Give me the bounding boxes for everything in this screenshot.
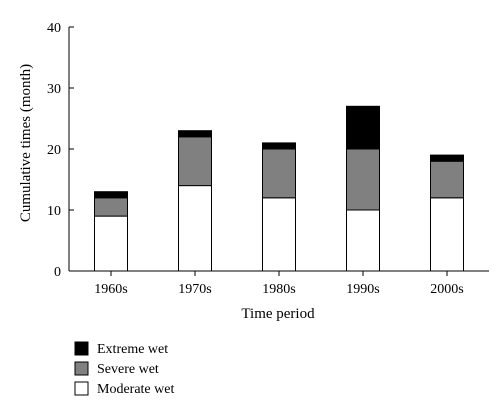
plot-area xyxy=(94,105,464,272)
bar-segment-moderate-wet-1980s xyxy=(262,197,296,272)
bar-segment-severe-wet-1960s xyxy=(94,197,128,217)
x-tick-label: 1980s xyxy=(262,282,295,297)
y-axis-title: Cumulative times (month) xyxy=(18,64,34,222)
x-tick-label: 1970s xyxy=(178,282,211,297)
legend-swatch-extreme-wet xyxy=(74,341,89,356)
bar-segment-extreme-wet-2000s xyxy=(430,154,464,162)
legend-swatch-severe-wet xyxy=(74,361,89,376)
x-tick-label: 2000s xyxy=(430,282,463,297)
x-tick-label: 1960s xyxy=(94,282,127,297)
y-tick-label: 30 xyxy=(47,82,61,97)
bar-segment-extreme-wet-1980s xyxy=(262,142,296,150)
bar-segment-moderate-wet-2000s xyxy=(430,197,464,272)
y-axis: 0 10 20 30 40 xyxy=(47,21,74,280)
x-tick-label: 1990s xyxy=(346,282,379,297)
y-tick-label: 0 xyxy=(54,265,61,280)
bar-segment-severe-wet-2000s xyxy=(430,160,464,199)
y-tick-label: 10 xyxy=(47,204,61,219)
legend-label-severe-wet: Severe wet xyxy=(97,362,159,377)
legend-swatch-moderate-wet xyxy=(74,381,89,396)
bar-segment-moderate-wet-1990s xyxy=(346,209,380,272)
bar-segment-moderate-wet-1960s xyxy=(94,215,128,272)
bar-segment-severe-wet-1990s xyxy=(346,148,380,211)
bar-segment-extreme-wet-1970s xyxy=(178,130,212,138)
bar-segment-severe-wet-1980s xyxy=(262,148,296,199)
bar-segment-severe-wet-1970s xyxy=(178,136,212,187)
legend-label-moderate-wet: Moderate wet xyxy=(97,382,174,397)
bar-segment-extreme-wet-1990s xyxy=(346,105,380,150)
x-axis: 1960s 1970s 1980s 1990s 2000s xyxy=(69,270,489,297)
legend: Extreme wet Severe wet Moderate wet xyxy=(74,341,174,397)
x-axis-title: Time period xyxy=(241,306,315,322)
y-tick-label: 40 xyxy=(47,21,61,36)
legend-label-extreme-wet: Extreme wet xyxy=(97,342,168,357)
bar-segment-extreme-wet-1960s xyxy=(94,191,128,199)
y-tick-label: 20 xyxy=(47,143,61,158)
bar-segment-moderate-wet-1970s xyxy=(178,185,212,272)
